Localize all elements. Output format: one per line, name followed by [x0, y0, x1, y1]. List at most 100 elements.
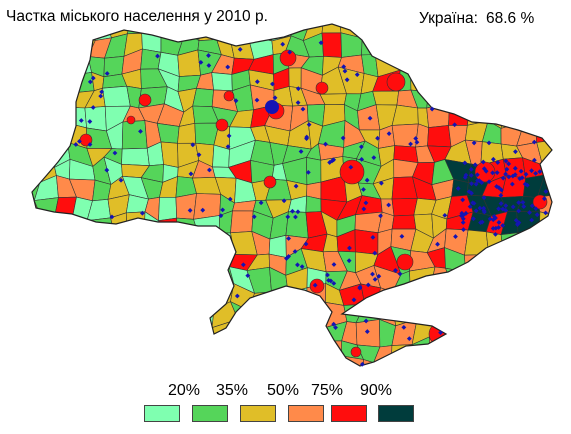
district-cell: [536, 269, 552, 286]
city-marker: [139, 210, 145, 216]
district-cell: [216, 24, 233, 40]
city-marker: [286, 236, 292, 241]
district-cell: [300, 318, 326, 344]
city-marker: [287, 49, 293, 55]
city-marker: [270, 81, 275, 87]
city-marker: [375, 135, 380, 141]
city-marker: [118, 177, 124, 183]
district-cell: [85, 285, 108, 303]
city-marker: [475, 178, 480, 184]
district-cell: [32, 157, 41, 183]
district-cell: [32, 24, 57, 38]
city-marker: [531, 157, 537, 163]
district-cell: [410, 72, 429, 92]
city-area: [279, 49, 297, 67]
district-cell: [32, 343, 36, 364]
district-cell: [237, 318, 258, 341]
district-cell: [321, 24, 342, 34]
city-marker: [240, 262, 246, 268]
city-marker: [372, 277, 378, 282]
city-marker: [300, 106, 306, 112]
district-cell: [536, 255, 552, 272]
district-cell: [268, 291, 292, 311]
district-cell: [33, 234, 51, 251]
district-cell: [538, 58, 552, 76]
district-cell: [48, 249, 77, 272]
district-cell: [37, 121, 58, 147]
district-cell: [354, 211, 383, 234]
city-marker: [361, 187, 366, 192]
city-markers: [73, 40, 549, 367]
district-cell: [32, 303, 40, 328]
city-area: [126, 115, 136, 125]
district-cell: [269, 321, 288, 346]
legend-threshold-20: 20%: [168, 382, 201, 399]
city-marker: [361, 206, 367, 212]
city-marker: [245, 273, 251, 279]
district-cell: [535, 336, 552, 362]
district-cell: [122, 290, 144, 310]
district-cell: [162, 285, 181, 312]
district-cell: [106, 266, 132, 294]
city-marker: [401, 324, 407, 330]
city-marker: [521, 204, 527, 209]
district-cell: [427, 125, 452, 148]
city-marker: [468, 172, 474, 178]
district-cell: [411, 24, 433, 38]
legend-swatch-75-90: [331, 405, 367, 422]
city-marker: [413, 136, 419, 141]
district-cell: [428, 24, 453, 40]
city-marker: [483, 168, 489, 174]
city-marker: [460, 197, 466, 203]
district-cell: [503, 48, 528, 71]
district-cell: [464, 84, 490, 111]
city-marker: [285, 214, 291, 220]
district-cell: [449, 24, 474, 40]
city-marker: [364, 329, 370, 334]
district-cell: [538, 89, 552, 114]
district-cell: [428, 36, 453, 59]
city-marker: [473, 181, 479, 187]
district-cell: [32, 265, 39, 285]
district-cell: [464, 265, 489, 293]
city-marker: [460, 216, 466, 222]
district-cell: [535, 127, 552, 143]
district-cell: [211, 72, 233, 92]
district-cell: [305, 195, 322, 213]
district-cell: [269, 357, 294, 366]
city-marker: [331, 321, 337, 327]
district-cell: [444, 357, 474, 366]
city-marker: [281, 198, 287, 204]
district-cell: [340, 32, 363, 58]
district-cell: [33, 249, 51, 272]
city-marker: [372, 250, 378, 256]
district-cell: [32, 121, 41, 149]
district-cell: [374, 36, 397, 55]
district-cell: [139, 289, 167, 312]
city-marker: [364, 177, 370, 183]
legend-swatch-35-50: [240, 405, 276, 422]
city-marker: [348, 164, 354, 170]
city-marker: [306, 122, 312, 128]
national-total-value: 68.6 %: [485, 10, 535, 27]
city-marker: [510, 204, 516, 210]
district-cell: [499, 34, 528, 59]
district-cell: [410, 359, 438, 366]
district-cell: [448, 102, 470, 126]
district-cell: [177, 306, 200, 326]
district-cell: [35, 319, 59, 347]
city-marker: [325, 272, 330, 278]
district-cell: [524, 109, 539, 129]
city-marker: [460, 220, 466, 225]
district-cell: [337, 355, 366, 366]
city-marker: [493, 231, 498, 237]
district-cell: [431, 306, 446, 325]
district-cell: [535, 109, 552, 130]
city-marker: [234, 293, 240, 299]
city-marker: [543, 189, 549, 194]
district-cell: [158, 249, 184, 270]
city-marker: [495, 160, 501, 165]
district-cell: [102, 85, 131, 107]
district-cell: [499, 24, 524, 40]
